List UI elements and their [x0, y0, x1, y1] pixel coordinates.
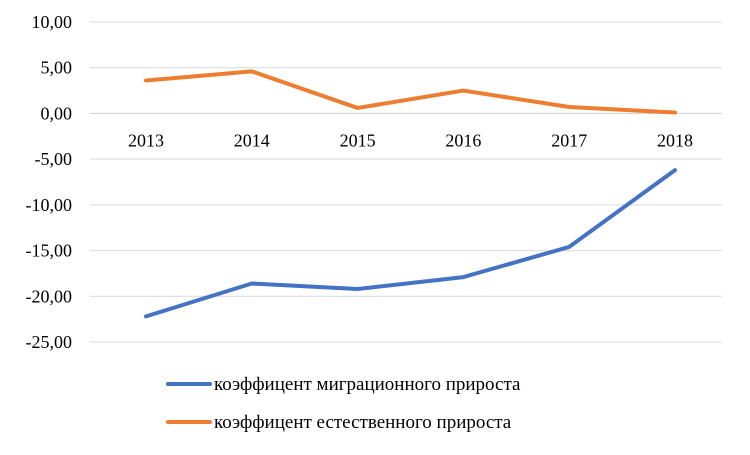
gridlines	[90, 21, 722, 343]
legend-label-0: коэффицент миграционного прироста	[214, 374, 521, 395]
x-tick-label: 2018	[657, 130, 693, 150]
y-tick-label: -25,00	[26, 332, 73, 352]
x-tick-label: 2017	[551, 130, 587, 150]
series-line-1	[144, 69, 677, 115]
x-tick-label: 2013	[128, 130, 164, 150]
y-tick-label: 10,00	[32, 12, 73, 32]
x-axis-tick-labels: 2013 2014 2015 2016 2017 2018	[128, 130, 693, 150]
x-tick-label: 2016	[445, 130, 481, 150]
y-tick-label: -5,00	[35, 149, 73, 169]
y-tick-label: -10,00	[26, 195, 73, 215]
y-tick-label: -20,00	[26, 286, 73, 306]
legend: коэффицент миграционного прироста коэффиц…	[166, 374, 521, 433]
x-tick-label: 2015	[340, 130, 376, 150]
y-axis-tick-labels: 10,00 5,00 0,00 -5,00 -10,00 -15,00 -20,00 -25,…	[26, 12, 73, 352]
series-lines	[144, 69, 677, 319]
series-line-0	[144, 168, 677, 319]
y-tick-label: -15,00	[26, 241, 73, 261]
y-tick-label: 5,00	[41, 58, 73, 78]
legend-label-1: коэффицент естественного прироста	[214, 412, 512, 433]
y-tick-label: 0,00	[41, 103, 73, 123]
x-tick-label: 2014	[234, 130, 270, 150]
